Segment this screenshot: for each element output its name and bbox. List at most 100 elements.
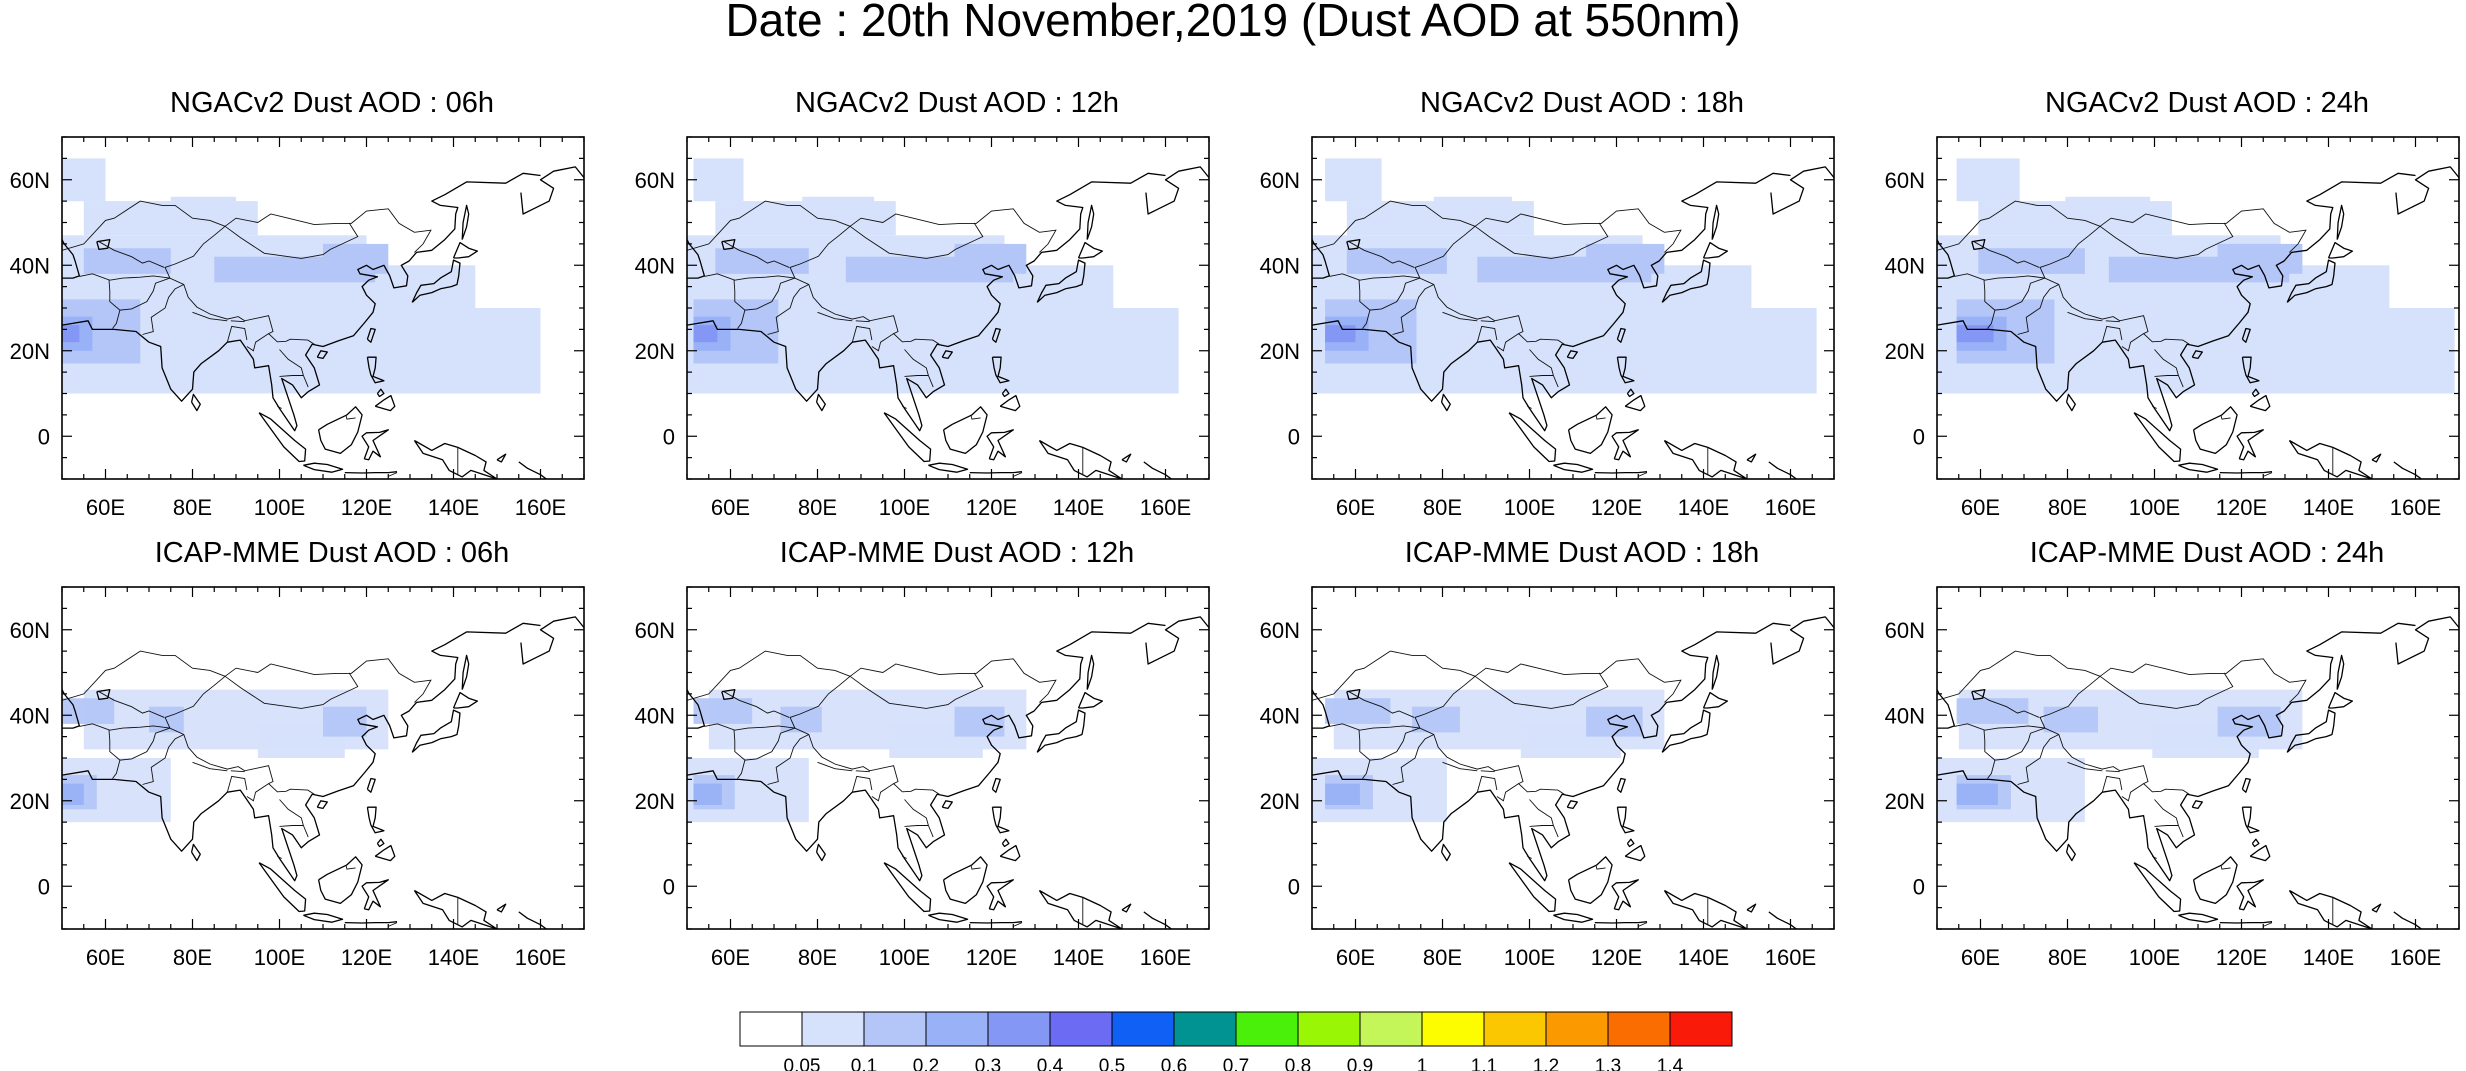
coastline <box>1616 327 1626 343</box>
country-border <box>2099 208 2307 253</box>
country-border <box>871 783 894 802</box>
coastline <box>2219 471 2273 474</box>
coastline <box>1346 688 1361 701</box>
coastline <box>986 879 1014 911</box>
colorbar-bin <box>1049 1011 1113 1047</box>
country-border <box>246 333 269 352</box>
coastline <box>1440 843 1451 862</box>
coastline <box>2336 204 2345 240</box>
lon-tick-label: 60E <box>86 945 125 970</box>
colorbar-bin <box>1359 1011 1423 1047</box>
coastline <box>991 327 1001 343</box>
country-border <box>2154 799 2184 838</box>
country-border <box>904 375 929 377</box>
country-border <box>1973 241 2040 268</box>
colorbar-label: 0.7 <box>1223 1056 1249 1071</box>
coastline <box>1768 461 1798 479</box>
country-border <box>79 273 170 281</box>
lat-tick-label: 0 <box>1913 424 1925 449</box>
coastline <box>2133 412 2182 463</box>
panel-title: ICAP-MME Dust AOD : 18h <box>1404 537 1760 569</box>
coastline <box>1086 204 1095 240</box>
coastline <box>2241 327 2251 343</box>
coastline <box>258 862 307 913</box>
lat-tick-label: 0 <box>1288 424 1300 449</box>
country-border <box>789 225 940 345</box>
map-plot: 60E 80E 100E 120E 140E 160E 0 20N 40N 60N <box>10 586 585 970</box>
lat-tick-label: 60N <box>1260 618 1300 643</box>
colorbar-bin <box>925 1011 989 1047</box>
country-border <box>1312 200 1476 251</box>
panel-title: NGACv2 Dust AOD : 06h <box>170 87 494 119</box>
country-border <box>2154 825 2179 827</box>
country-border <box>1362 309 1371 329</box>
lon-tick-label: 80E <box>798 945 837 970</box>
country-border <box>970 865 981 870</box>
lon-tick-label: 100E <box>879 945 930 970</box>
dust-aod-cell <box>1325 158 1382 202</box>
lat-tick-label: 60N <box>635 168 675 193</box>
country-border <box>62 200 226 251</box>
lon-tick-label: 80E <box>2048 945 2087 970</box>
colorbar-bin <box>1111 1011 1175 1047</box>
coastline <box>2371 453 2382 463</box>
lat-tick-label: 0 <box>38 874 50 899</box>
map-panel: NGACv2 Dust AOD : 18h 60E 80E 100E 120E 140E 1… <box>1260 86 1852 546</box>
lon-tick-label: 120E <box>966 495 1017 520</box>
coastline <box>366 327 376 343</box>
country-border <box>224 222 359 259</box>
country-border <box>687 650 851 701</box>
lat-tick-label: 40N <box>1260 253 1300 278</box>
country-border <box>2039 225 2190 345</box>
country-border <box>1362 759 1371 779</box>
country-border <box>277 405 282 409</box>
lat-tick-label: 0 <box>1913 874 1925 899</box>
coastline <box>2219 921 2273 924</box>
coastlines <box>62 616 584 929</box>
lon-tick-label: 60E <box>1961 945 2000 970</box>
lon-tick-label: 140E <box>1053 945 1104 970</box>
country-border <box>1480 320 1495 323</box>
coastline <box>316 350 328 360</box>
map-plot: 60E 80E 100E 120E 140E 160E 0 20N 40N 60N <box>1885 136 2460 520</box>
coastline <box>2288 439 2373 479</box>
lat-tick-label: 20N <box>1260 339 1300 364</box>
coastline <box>928 462 969 473</box>
dust-aod-cell <box>1956 158 2020 202</box>
country-border <box>851 325 873 343</box>
coastline <box>1937 622 2416 882</box>
country-border <box>851 775 873 793</box>
country-border <box>1937 650 2101 701</box>
country-border <box>687 200 851 251</box>
coastline <box>1702 691 1729 709</box>
country-border <box>192 311 228 322</box>
coastline <box>344 921 398 924</box>
coastline <box>1616 777 1626 793</box>
coastline <box>815 843 826 862</box>
dust-aod-cell <box>2217 706 2281 737</box>
lon-tick-label: 100E <box>1504 945 1555 970</box>
lon-tick-label: 160E <box>2390 495 2441 520</box>
coastline <box>303 912 344 923</box>
lat-tick-label: 0 <box>663 424 675 449</box>
coastline <box>344 471 398 474</box>
coastline <box>96 688 111 701</box>
coastline <box>2249 844 2271 862</box>
colorbar-bin <box>739 1011 803 1047</box>
country-border <box>230 770 245 773</box>
coastline <box>62 622 541 882</box>
colorbar-bin <box>1297 1011 1361 1047</box>
lon-tick-label: 100E <box>2129 495 2180 520</box>
dust-aod-cell <box>170 196 237 214</box>
lat-tick-label: 20N <box>1885 339 1925 364</box>
country-border <box>704 273 795 281</box>
coastline <box>1553 912 1594 923</box>
coastline <box>1077 691 1104 709</box>
lat-tick-label: 40N <box>635 253 675 278</box>
country-border <box>1414 225 1565 345</box>
coastline <box>2192 856 2238 905</box>
dust-aod-cell <box>780 706 822 733</box>
country-border <box>970 415 981 420</box>
coastline <box>2395 166 2459 215</box>
coastline <box>2191 800 2203 810</box>
